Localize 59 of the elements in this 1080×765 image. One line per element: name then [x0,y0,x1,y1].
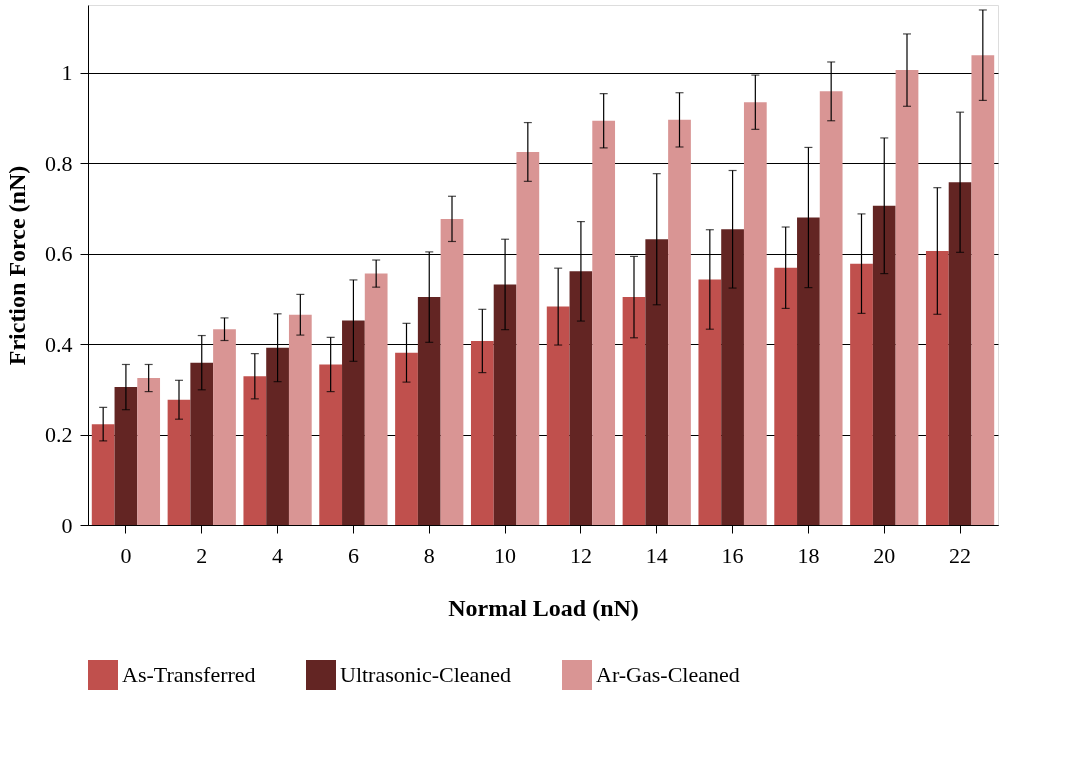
x-tick-label: 16 [721,542,744,568]
bar [895,70,919,525]
y-tick-label: 1 [61,60,73,86]
y-axis-title: Friction Force (nN) [4,165,30,366]
x-tick-label: 8 [423,542,435,568]
y-tick-label: 0.2 [45,422,73,448]
x-tick-label: 20 [873,542,896,568]
x-tick-label: 12 [569,542,592,568]
bar [288,314,312,525]
x-tick-label: 4 [272,542,284,568]
bar [948,182,972,525]
bar [342,320,365,525]
bar [417,297,441,525]
bar [266,347,289,525]
bar [850,263,873,525]
x-tick-label: 14 [645,542,668,568]
bar [925,250,949,525]
x-tick-label: 0 [120,542,132,568]
legend-label: As-Transferred [122,662,256,687]
bar [395,352,418,525]
bar [743,102,767,525]
bar [819,91,843,525]
bar [91,424,115,525]
x-tick-label: 18 [797,542,820,568]
bar [440,218,464,525]
y-tick-label: 0 [61,512,73,538]
bar [797,217,820,525]
bar [872,205,896,525]
bar [493,284,517,525]
bar [190,362,214,525]
bar [592,120,616,525]
bar [364,273,388,525]
y-tick-label: 0.4 [45,331,73,357]
bar [243,376,267,525]
bar [167,399,191,525]
bar [213,329,236,525]
legend-label: Ar-Gas-Cleaned [596,662,740,687]
bar [721,229,744,525]
x-tick-label: 6 [347,542,359,568]
x-tick-label: 2 [196,542,208,568]
bar [137,378,161,525]
bar [645,239,669,525]
bar [546,306,570,525]
x-tick-label: 22 [949,542,972,568]
bar [698,279,722,525]
bar [319,364,343,525]
y-tick-label: 0.8 [45,150,73,176]
x-axis-title: Normal Load (nN) [448,594,639,621]
bar [774,267,798,525]
legend-label: Ultrasonic-Cleaned [340,662,512,687]
bar [971,55,995,525]
bar [569,271,593,525]
bar [470,340,494,525]
bar [114,387,138,525]
x-tick-label: 10 [494,542,517,568]
bar [622,297,646,525]
bar [516,151,540,525]
y-tick-label: 0.6 [45,241,73,267]
bar [668,119,691,525]
